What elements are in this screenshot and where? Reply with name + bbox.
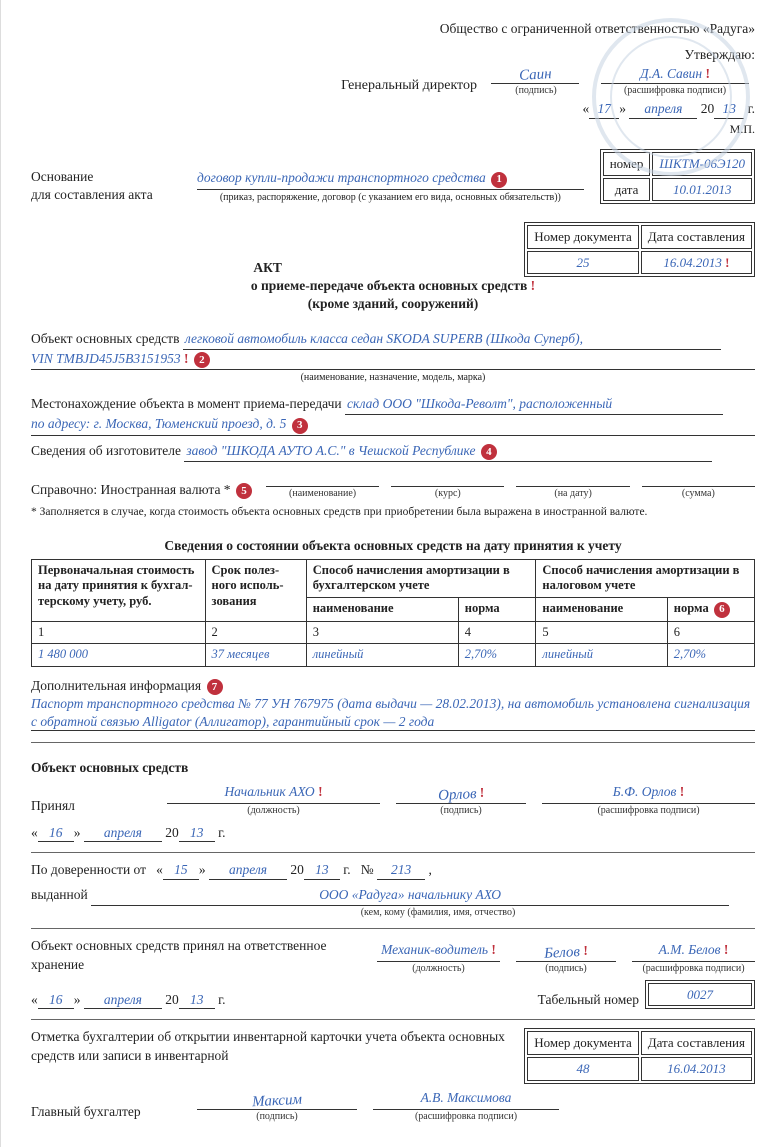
approve-date: «17» апреля 2013 г.: [31, 100, 755, 119]
badge-5: 5: [236, 483, 252, 499]
chief-accountant-row: Главный бухгалтер Максим (подпись) А.В. …: [31, 1090, 755, 1122]
addinfo-value: Паспорт транспортного средства № 77 УН 7…: [31, 695, 755, 732]
director-name: Д.А. Савин !: [601, 67, 749, 84]
issued-line: выданной ООО «Радуга» начальнику АХО: [31, 886, 755, 906]
currency-row: Справочно: Иностранная валюта * 5 (наиме…: [31, 472, 755, 499]
currency-footnote: * Заполняется в случае, когда стоимость …: [31, 505, 755, 521]
issued-caption: (кем, кому (фамилия, имя, отчество): [31, 907, 755, 918]
approve-label: Утверждаю:: [31, 46, 755, 64]
basis-label1: Основание: [31, 168, 181, 186]
badge-2: 2: [194, 352, 210, 368]
asset-data-table: Первоначальная стоимость на дату приняти…: [31, 559, 755, 667]
doc-number-date: Номер документаДата составления 2516.04.…: [524, 222, 755, 277]
location-value2: по адресу: г. Москва, Тюменский проезд, …: [31, 415, 755, 436]
received-date: «16» апреля 2013 г.: [31, 824, 755, 843]
responsible-row: Объект основных средств принял на ответс…: [31, 937, 755, 973]
akt-subtitle1: о приеме-передаче объекта основных средс…: [31, 277, 755, 295]
poa-line: По доверенности от «15» апреля 2013 г. №…: [31, 861, 755, 880]
badge-7: 7: [207, 679, 223, 695]
accounting-mark-row: Отметка бухгалтерии об открытии инвентар…: [31, 1028, 755, 1083]
mp-label: М.П.: [31, 121, 755, 137]
approve-role: Генеральный директор: [341, 77, 477, 96]
manufacturer-section: Сведения об изготовителе завод "ШКОДА АУ…: [31, 442, 755, 463]
order-box: номерШКТМ-06Э120 дата10.01.2013: [600, 149, 755, 204]
object-section: Объект основных средств легковой автомоб…: [31, 330, 755, 350]
badge-4: 4: [481, 444, 497, 460]
table-title: Сведения о состоянии объекта основных ср…: [31, 537, 755, 555]
basis-value: договор купли-продажи транспортного сред…: [197, 169, 584, 190]
basis-block: Основание для составления акта договор к…: [31, 149, 755, 204]
addinfo-label: Дополнительная информация 7: [31, 677, 755, 696]
akt-word: АКТ: [31, 259, 504, 277]
badge-3: 3: [292, 418, 308, 434]
location-section: Местонахождение объекта в момент приема-…: [31, 395, 755, 415]
badge-1: 1: [491, 172, 507, 188]
responsible-date-row: «16» апреля 2013 г. Табельный номер 0027: [31, 980, 755, 1010]
title-row: АКТ Номер документаДата составления 2516…: [31, 222, 755, 277]
director-signature: Саин: [518, 67, 551, 85]
name-caption: (расшифровка подписи): [595, 85, 755, 96]
received-row: Принял Начальник АХО ! (должность) Орлов…: [31, 784, 755, 816]
badge-6: 6: [714, 602, 730, 618]
sig-caption: (подпись): [491, 85, 581, 96]
basis-label2: для составления акта: [31, 186, 181, 204]
object-title2: Объект основных средств: [31, 759, 755, 777]
org-header: Общество с ограниченной ответственностью…: [31, 20, 755, 38]
document-page: Общество с ограниченной ответственностью…: [0, 0, 780, 1147]
object-value2: VIN TMBJD45J5B3151953 ! 2: [31, 350, 755, 371]
basis-caption: (приказ, распоряжение, договор (с указан…: [197, 191, 584, 205]
akt-subtitle2: (кроме зданий, сооружений): [31, 295, 755, 313]
object-caption: (наименование, назначение, модель, марка…: [31, 371, 755, 385]
